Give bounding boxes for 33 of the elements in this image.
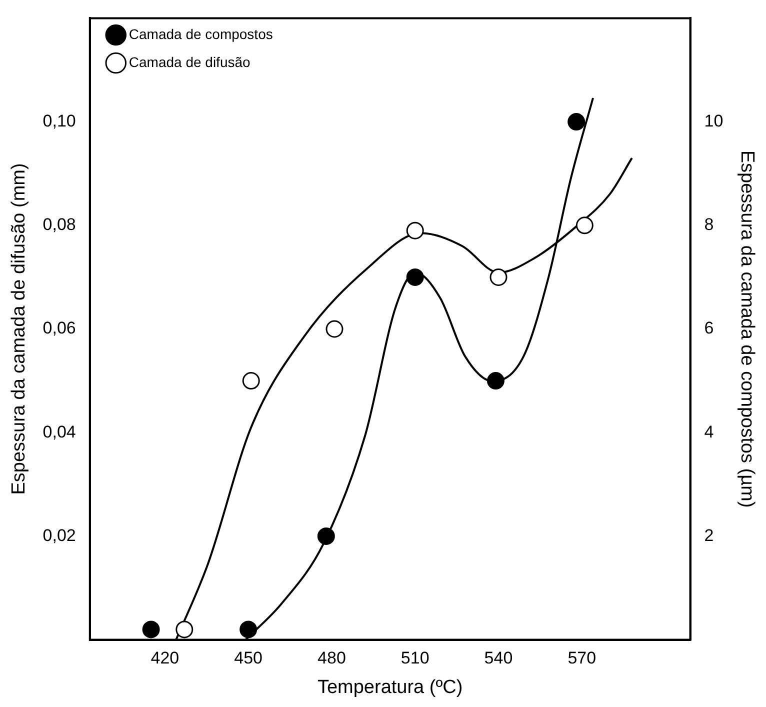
point xyxy=(240,620,258,638)
y2-tick-label: 6 xyxy=(704,318,714,338)
x-tick-label: 510 xyxy=(400,648,430,668)
y-tick-label: 0,04 xyxy=(42,422,76,442)
point xyxy=(406,268,424,286)
x-tick-label: 420 xyxy=(150,648,180,668)
point xyxy=(326,320,344,338)
point xyxy=(490,268,508,286)
point xyxy=(406,222,424,240)
y2-tick-label: 2 xyxy=(704,526,714,545)
y2-tick-label: 10 xyxy=(704,111,724,130)
legend-label: Camada de difusão xyxy=(128,54,251,70)
point xyxy=(317,527,335,545)
y-tick-label: 0,02 xyxy=(42,526,76,545)
point xyxy=(176,620,194,638)
y-tick-label: 0,06 xyxy=(42,318,76,338)
x-tick-label: 540 xyxy=(484,648,513,668)
y2-axis-title: Espessura da camada de compostos (µm) xyxy=(736,150,758,508)
point xyxy=(486,372,504,390)
x-tick-label: 480 xyxy=(318,648,346,668)
point xyxy=(142,620,160,638)
y-axis-title: Espessura da camada de difusão (mm) xyxy=(8,163,30,495)
y2-tick-label: 4 xyxy=(704,422,714,442)
y-tick-label: 0,08 xyxy=(42,215,76,234)
y2-tick-label: 8 xyxy=(704,215,714,234)
point xyxy=(568,113,586,131)
legend-label: Camada de compostos xyxy=(128,26,273,42)
point xyxy=(242,372,260,390)
x-tick-label: 450 xyxy=(234,648,263,668)
y-tick-label: 0,10 xyxy=(42,111,76,130)
x-tick-label: 570 xyxy=(568,648,596,668)
point xyxy=(576,216,594,234)
x-axis-title: Temperatura (ºC) xyxy=(317,676,463,698)
